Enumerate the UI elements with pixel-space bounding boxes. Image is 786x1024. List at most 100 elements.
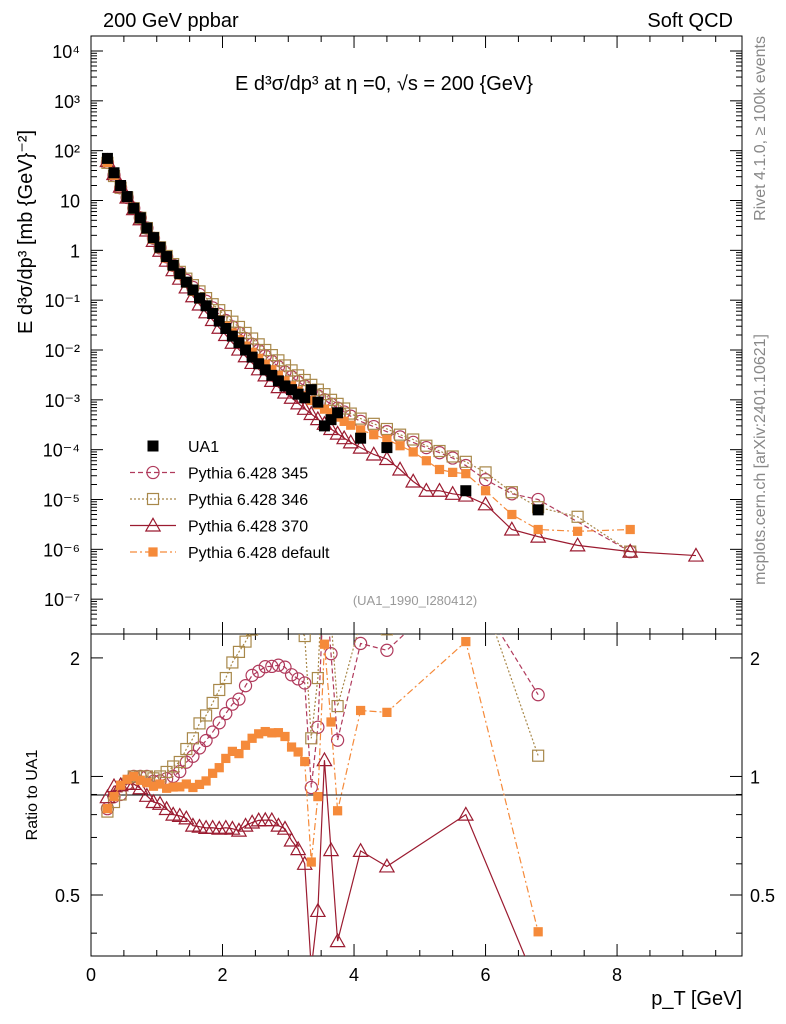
ratio-point-def: [109, 791, 119, 802]
ratio-point-p346: [298, 634, 311, 643]
ratio-point-p346: [226, 656, 239, 669]
ratio-point-def: [240, 740, 251, 750]
data-point-data: [147, 232, 159, 244]
ratio-point-def: [221, 753, 231, 764]
series-def: [102, 157, 635, 536]
ratio-series-def: [102, 636, 543, 937]
data-point-p370: [569, 537, 586, 552]
ratio-point-def: [188, 782, 198, 793]
legend-marker-def: [148, 547, 158, 557]
data-point-data: [279, 380, 291, 392]
data-point-def: [448, 467, 458, 478]
ratio-point-p370: [457, 806, 474, 821]
ratio-point-p346: [293, 622, 304, 633]
y-axis-label: E d³σ/dp³ [mb {GeV}⁻²]: [15, 130, 37, 334]
x-ticks: 0 2 4 6 8: [86, 36, 717, 985]
legend-marker-p370: [144, 517, 162, 532]
ratio-point-p345: [460, 571, 472, 583]
data-point-p346: [393, 428, 407, 441]
data-point-def: [421, 456, 431, 466]
data-point-data: [318, 420, 330, 432]
data-point-data: [154, 241, 166, 253]
data-point-def: [267, 365, 277, 375]
data-point-data: [381, 442, 393, 454]
x-tick-label: 6: [481, 965, 491, 985]
y-tick-label: 10⁻⁵: [43, 491, 80, 511]
data-point-p370: [296, 400, 313, 415]
y-tick-label: 10⁴: [52, 42, 80, 62]
ratio-series: [99, 520, 545, 956]
y-tick-label: 10⁻²: [44, 341, 80, 361]
ratio-point-p345: [291, 672, 305, 686]
y-tick-label: 10²: [54, 142, 80, 162]
ratio-point-p346: [460, 543, 471, 554]
ratio-point-p345: [531, 688, 545, 702]
ratio-point-p346: [286, 619, 297, 630]
ratio-point-p370: [138, 787, 156, 802]
ratio-point-p346: [319, 520, 330, 531]
legend-marker-p345: [146, 465, 160, 480]
data-point-p346: [433, 444, 446, 458]
ratio-point-p345: [238, 679, 253, 693]
data-point-p370: [378, 450, 396, 466]
legend-label-p345: Pythia 6.428 345: [188, 466, 308, 483]
ratio-point-def: [313, 791, 323, 802]
legend-label-p370: Pythia 6.428 370: [188, 519, 308, 536]
ratio-point-p346: [239, 635, 252, 648]
ratio-point-p345: [353, 636, 368, 651]
data-point-p370: [477, 495, 494, 511]
legend: UA1 Pythia 6.428 345 Pythia 6.428 346 Pythi…: [130, 439, 330, 562]
data-point-p370: [342, 434, 359, 449]
x-tick-label: 8: [612, 965, 622, 985]
header-right: Soft QCD: [647, 10, 733, 32]
ratio-point-p370: [158, 800, 175, 816]
ratio-point-p345: [199, 733, 213, 748]
data-point-p346: [324, 393, 338, 406]
legend-label-data: UA1: [188, 439, 219, 456]
data-point-data: [286, 384, 298, 396]
ratio-point-p346: [253, 617, 264, 628]
ratio-line-p370: [106, 760, 526, 956]
data-point-def: [319, 404, 330, 414]
ratio-point-p346: [532, 749, 545, 762]
data-point-def: [625, 524, 635, 535]
data-point-data: [240, 344, 252, 356]
data-point-data: [460, 485, 472, 497]
data-point-p370: [352, 439, 369, 454]
ratio-point-def: [461, 636, 471, 647]
x-tick-label: 2: [218, 965, 228, 985]
y-tick-label: 10⁻¹: [44, 291, 80, 311]
data-point-data: [332, 407, 344, 419]
ratio-point-def: [267, 728, 277, 738]
ratio-point-p346: [260, 614, 271, 625]
y-tick-label: 10⁻⁷: [44, 590, 80, 610]
ratio-point-def: [300, 756, 310, 767]
ratio-point-def: [254, 729, 264, 739]
ratio-point-p345: [271, 658, 286, 672]
data-point-def: [533, 524, 543, 535]
series-p346: [101, 156, 637, 558]
data-point-data: [292, 388, 304, 400]
ratio-point-def: [201, 776, 211, 786]
data-point-def: [572, 526, 583, 536]
data-point-p346: [298, 373, 311, 387]
y-tick-label: 10⁻⁴: [43, 441, 80, 461]
data-point-p370: [335, 429, 353, 445]
data-point-data: [532, 504, 544, 516]
ratio-point-def: [332, 806, 343, 816]
ratio-point-p346: [199, 709, 213, 722]
ratio-point-p370: [276, 820, 294, 835]
data-point-def: [306, 395, 316, 406]
data-point-p370: [365, 446, 382, 461]
ratio-point-p346: [326, 614, 337, 625]
ratio-point-p345: [265, 659, 279, 674]
data-point-p346: [292, 369, 305, 382]
data-point-p345: [478, 473, 493, 487]
data-point-data: [355, 432, 367, 444]
ratio-point-p370: [243, 814, 261, 829]
ratio-point-def: [533, 927, 543, 937]
data-point-data: [128, 202, 140, 214]
ratio-point-p345: [258, 660, 272, 674]
ratio-point-p346: [246, 634, 259, 636]
data-point-p370: [444, 485, 461, 500]
